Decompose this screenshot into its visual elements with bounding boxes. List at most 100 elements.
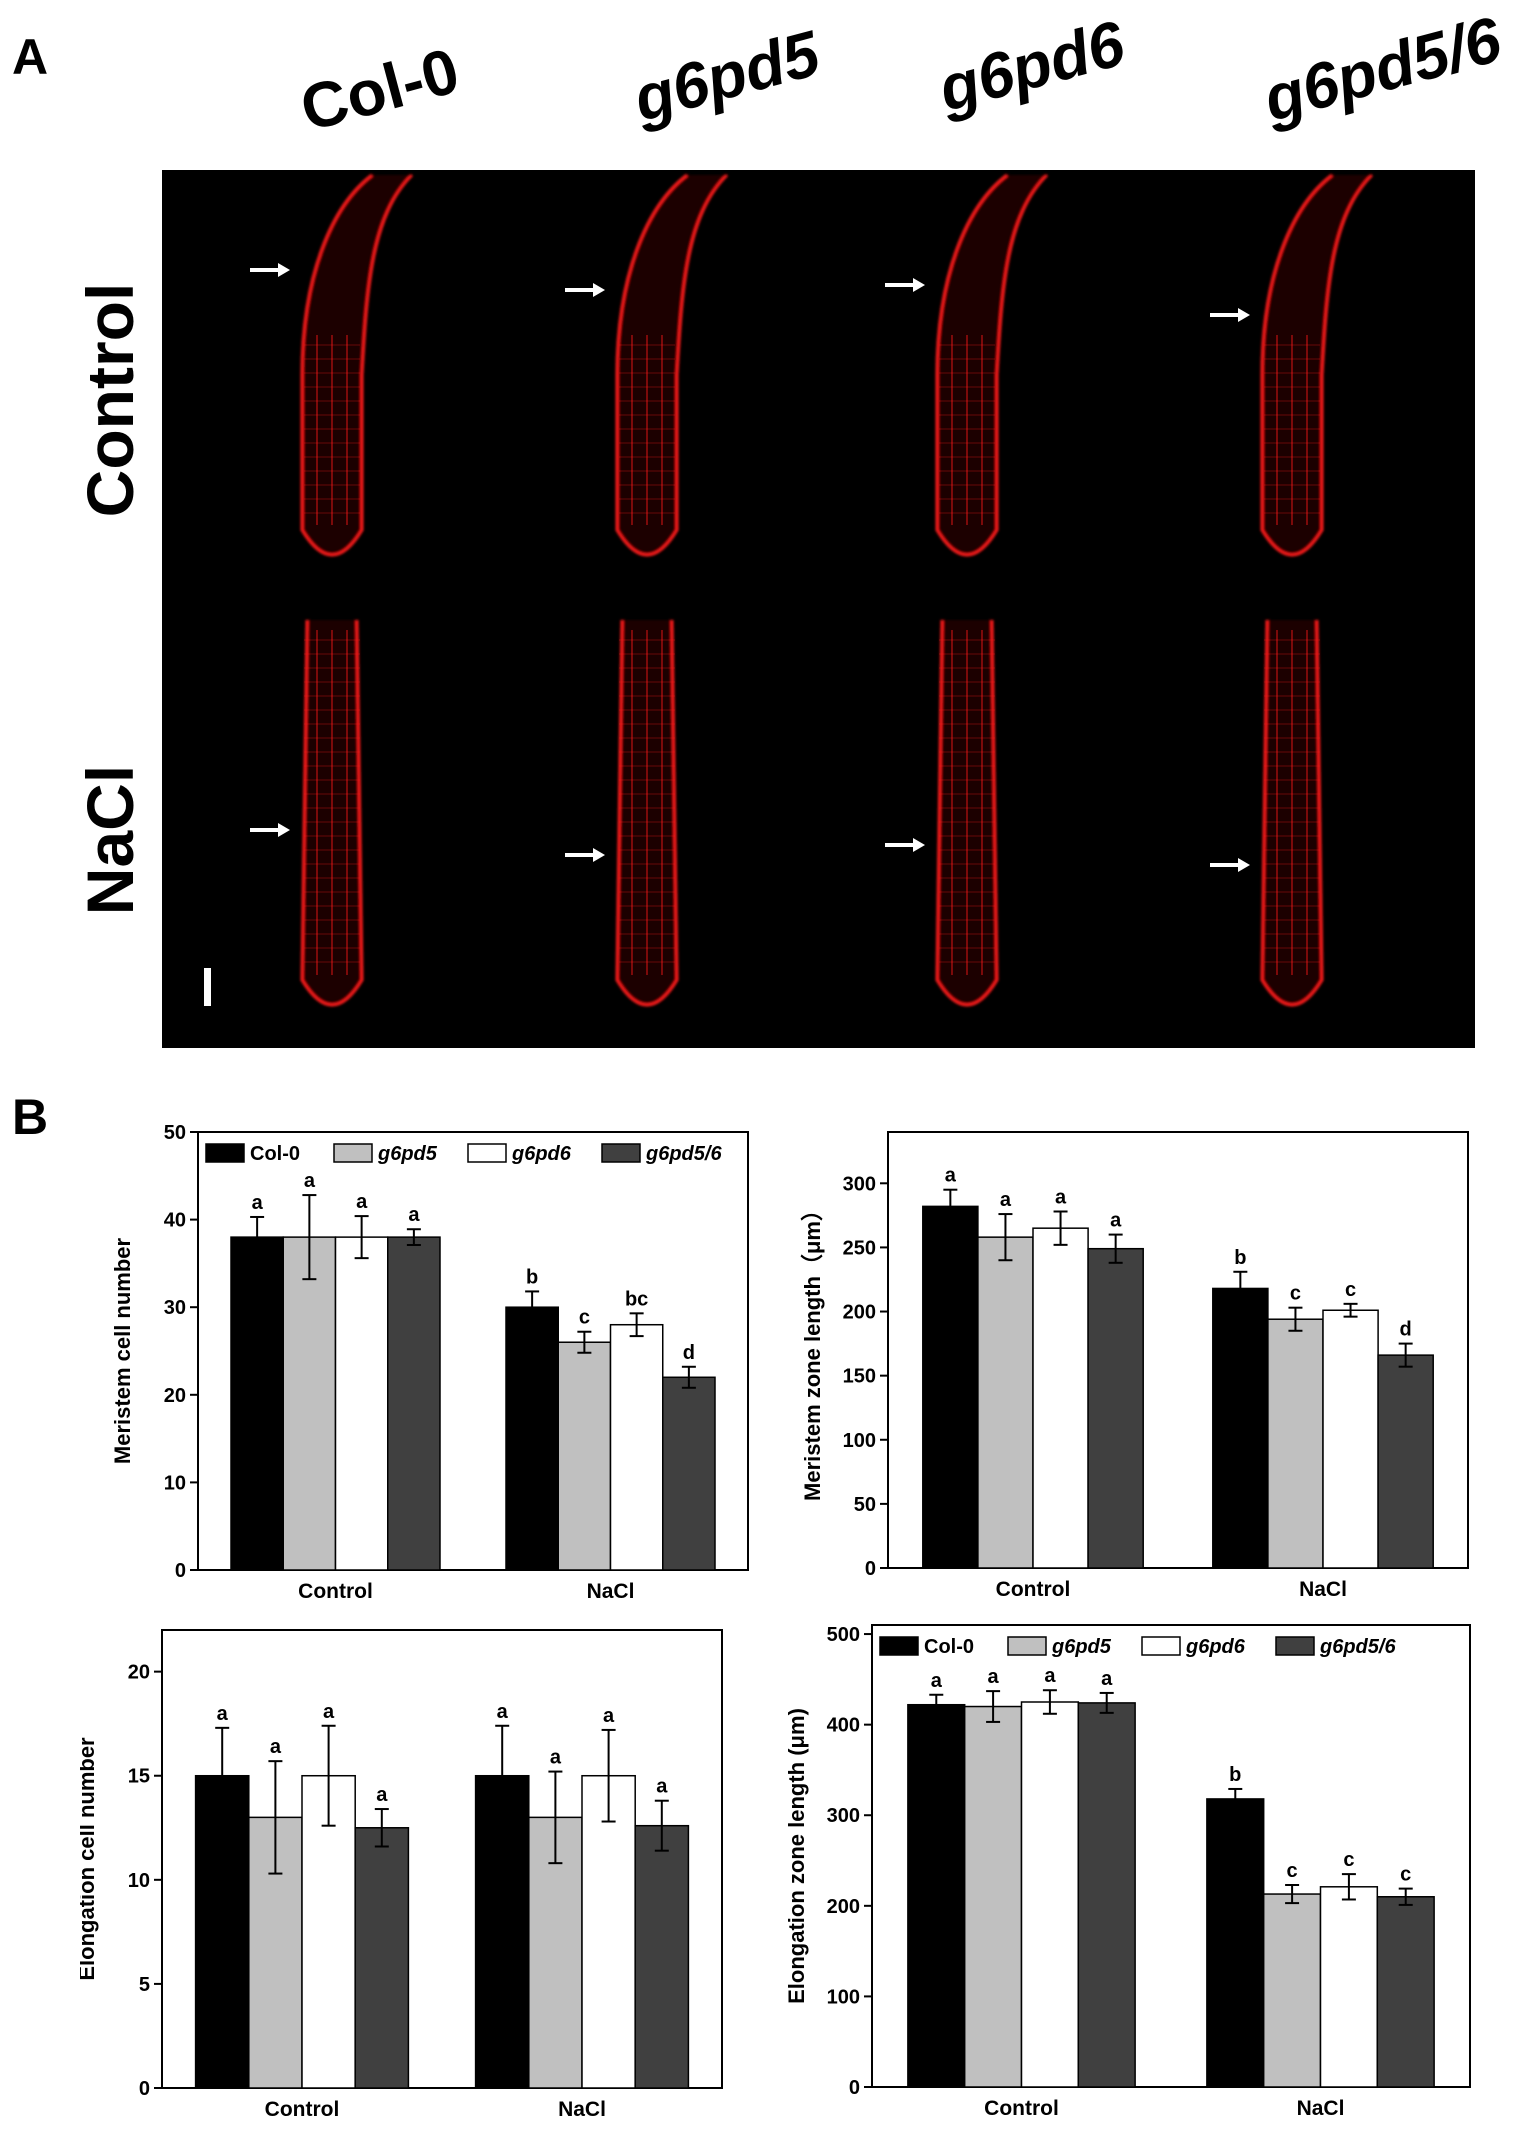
bar (662, 1376, 716, 1571)
significance-letter: a (270, 1736, 282, 1758)
x-category-label: Control (298, 1580, 373, 1600)
bar (1206, 1798, 1265, 2088)
bar (334, 1236, 389, 1571)
y-tick-label: 250 (843, 1237, 876, 1259)
significance-letter: a (931, 1670, 943, 1692)
significance-letter: a (656, 1776, 668, 1798)
plot-frame (161, 1629, 723, 2089)
significance-letter: c (1400, 1864, 1411, 1886)
bar (634, 1824, 690, 2089)
genotype-label-g6pd5: g6pd5 (626, 16, 827, 136)
significance-letter: a (304, 1170, 316, 1192)
bar (354, 1827, 410, 2089)
significance-letter: a (252, 1192, 264, 1214)
bar (1212, 1287, 1269, 1569)
significance-letter: c (1343, 1849, 1354, 1871)
genotype-label-col0: Col-0 (293, 34, 467, 146)
legend-label: g6pd5/6 (645, 1143, 722, 1165)
y-axis-label: Meristem zone length（μm） (800, 1199, 825, 1501)
y-axis-label: Elongation zone length (μm) (784, 1708, 809, 2004)
significance-letter: a (988, 1666, 1000, 1688)
significance-letter: d (1400, 1319, 1412, 1341)
genotype-label-g6pd56: g6pd5/6 (1256, 2, 1509, 136)
significance-letter: a (1055, 1187, 1067, 1209)
significance-letter: a (1044, 1665, 1056, 1687)
legend-swatch (1141, 1636, 1181, 1656)
significance-letter: a (1110, 1210, 1122, 1232)
bar (1262, 1893, 1322, 2088)
root-image-nacl-0 (250, 619, 364, 1007)
root-image-control-2 (885, 173, 1049, 557)
bar (230, 1236, 284, 1571)
bar (977, 1236, 1034, 1569)
significance-letter: a (1000, 1189, 1012, 1211)
significance-letter: a (217, 1703, 229, 1725)
y-axis-label: Elongation cell number (80, 1737, 99, 1981)
y-axis-label: Meristem cell number (110, 1237, 135, 1464)
legend-label: g6pd5/6 (1319, 1636, 1396, 1658)
root-outline (1260, 173, 1374, 557)
legend-label: Col-0 (924, 1636, 974, 1658)
arrow-head-icon (913, 278, 925, 292)
bar (387, 1236, 441, 1571)
genotype-label-g6pd6: g6pd6 (931, 6, 1132, 126)
y-tick-label: 0 (175, 1560, 186, 1582)
bar (505, 1306, 559, 1571)
arrow-head-icon (278, 823, 290, 837)
bar (1032, 1227, 1089, 1569)
legend-label: g6pd5 (1051, 1636, 1112, 1658)
bar (963, 1705, 1023, 2088)
bar (581, 1774, 636, 2089)
legend-swatch (467, 1143, 507, 1163)
row-label-control: Control (73, 282, 147, 518)
y-tick-label: 0 (139, 2078, 150, 2100)
bar (1322, 1309, 1379, 1569)
legend-swatch (1007, 1636, 1047, 1656)
y-tick-label: 100 (843, 1430, 876, 1452)
bar (282, 1236, 337, 1571)
bar (1020, 1701, 1080, 2088)
root-image-nacl-1 (565, 619, 679, 1007)
significance-letter: c (1290, 1283, 1301, 1305)
significance-letter: a (945, 1165, 957, 1187)
bar (1319, 1886, 1379, 2088)
y-tick-label: 0 (865, 1558, 876, 1580)
y-tick-label: 200 (827, 1896, 860, 1918)
y-tick-label: 300 (843, 1173, 876, 1195)
y-tick-label: 10 (128, 1870, 150, 1892)
arrow-head-icon (593, 283, 605, 297)
y-tick-label: 20 (128, 1662, 150, 1684)
significance-letter: a (323, 1701, 335, 1723)
significance-letter: a (497, 1701, 509, 1723)
legend-swatch (205, 1143, 245, 1163)
y-tick-label: 10 (164, 1472, 186, 1494)
bar (301, 1774, 356, 2089)
panel-b-letter: B (12, 1089, 49, 1145)
chart-elongation-zone-length: 0 100 200 300 400 500 Elongation zone length (… (784, 1624, 1471, 2120)
plot-frame (197, 1131, 749, 1571)
bar (557, 1341, 612, 1571)
x-category-label: NaCl (587, 1580, 635, 1600)
y-tick-label: 200 (843, 1302, 876, 1324)
x-category-label: Control (265, 2098, 340, 2120)
root-micrograph-grid (162, 170, 1475, 1048)
arrow-head-icon (1238, 308, 1250, 322)
y-tick-label: 100 (827, 1986, 860, 2008)
legend-label: Col-0 (250, 1143, 300, 1165)
root-image-nacl-3 (1210, 619, 1324, 1007)
root-outline (935, 173, 1049, 557)
arrow-head-icon (278, 263, 290, 277)
y-tick-label: 0 (849, 2077, 860, 2099)
significance-letter: c (1287, 1860, 1298, 1882)
bar (1077, 1702, 1136, 2088)
legend-swatch (879, 1636, 919, 1656)
bar (1087, 1247, 1144, 1569)
significance-letter: a (408, 1204, 420, 1226)
scale-bar (204, 968, 211, 1006)
legend-label: g6pd6 (511, 1143, 572, 1165)
y-tick-label: 300 (827, 1805, 860, 1827)
significance-letter: b (526, 1266, 538, 1288)
significance-letter: d (683, 1342, 695, 1364)
x-category-label: Control (996, 1578, 1071, 1600)
significance-letter: a (603, 1705, 615, 1727)
